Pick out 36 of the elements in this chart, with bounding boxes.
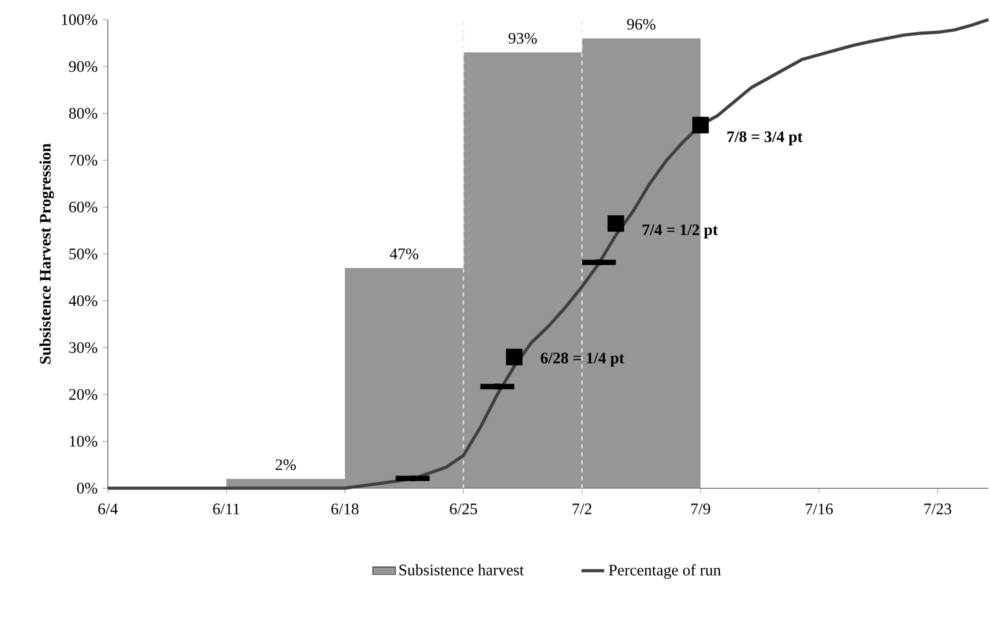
y-tick-label: 40% bbox=[68, 295, 98, 306]
data-label: 47% bbox=[390, 248, 418, 260]
x-tick-label: 7/16 bbox=[806, 504, 833, 514]
annotation: 7/8 = 3/4 pt bbox=[727, 131, 803, 146]
legend-label: Subsistence harvest bbox=[399, 564, 524, 576]
y-tick-label: 60% bbox=[69, 202, 98, 212]
y-axis-title: Subsistence Harvest Progression bbox=[39, 144, 54, 364]
point bbox=[608, 215, 624, 232]
x-tick-label: 6/11 bbox=[213, 504, 240, 514]
annotation: 6/28 = 1/4 pt bbox=[540, 352, 624, 367]
annotation: 7/4 = 1/2 pt bbox=[642, 224, 718, 238]
y-tick-label: 100% bbox=[62, 14, 98, 26]
y-tick-label: 20% bbox=[69, 389, 98, 400]
data-label: 93% bbox=[508, 32, 537, 44]
point bbox=[596, 259, 602, 266]
line-series bbox=[106, 18, 990, 490]
point bbox=[692, 116, 709, 134]
point bbox=[410, 475, 416, 482]
y-tick-label: 80% bbox=[69, 108, 98, 119]
x-tick-label: 6/18 bbox=[331, 504, 358, 514]
x-tick-label: 7/9 bbox=[691, 504, 710, 514]
x-tick-label: 7/23 bbox=[924, 504, 952, 514]
x-tick-label: 7/2 bbox=[572, 504, 592, 514]
data-label: 2% bbox=[276, 459, 296, 470]
x-tick-label: 6/25 bbox=[450, 504, 478, 514]
y-tick-label: 30% bbox=[69, 342, 98, 354]
y-tick-label: 10% bbox=[70, 436, 98, 447]
x-tick-label: 6/4 bbox=[98, 504, 118, 514]
data-label: 96% bbox=[627, 18, 656, 30]
y-tick-label: 50% bbox=[69, 248, 98, 260]
point bbox=[506, 348, 522, 366]
legend-label: Percentage of run bbox=[608, 564, 721, 579]
point bbox=[494, 384, 500, 390]
y-tick-label: 70% bbox=[70, 154, 98, 166]
y-tick-label: 90% bbox=[69, 61, 98, 72]
y-tick-label: 0% bbox=[77, 482, 98, 494]
